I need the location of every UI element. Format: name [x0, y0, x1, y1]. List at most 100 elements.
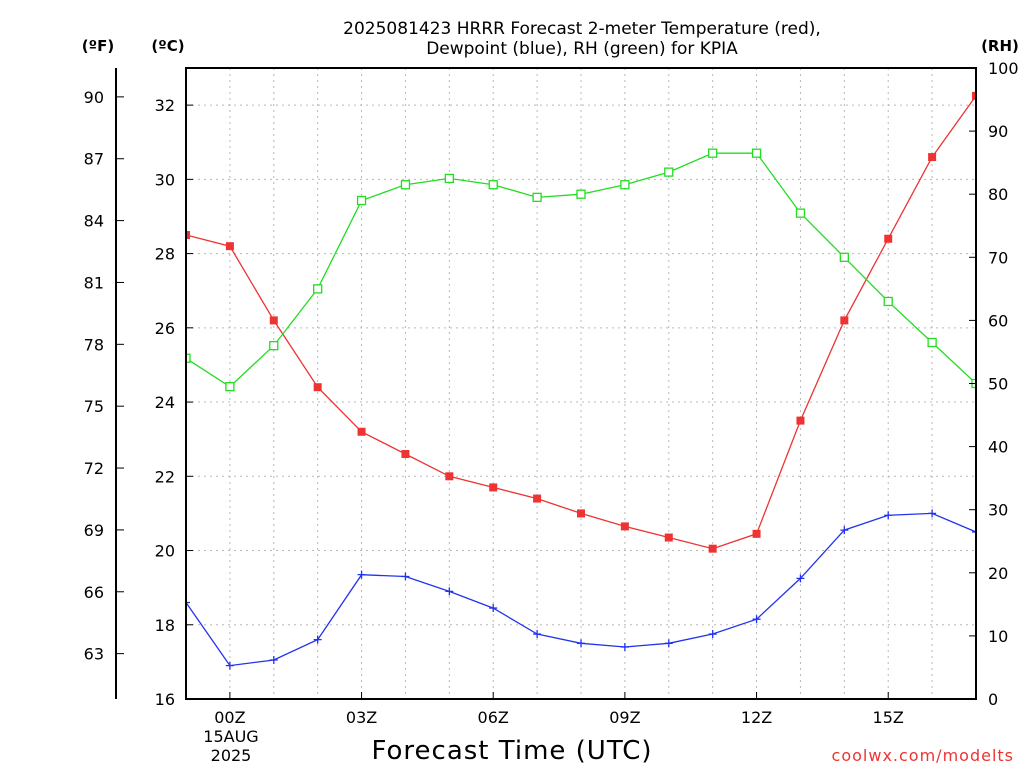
- fahrenheit-tick-label: 87: [84, 150, 104, 169]
- data-point: [401, 572, 410, 581]
- data-point: [225, 242, 234, 251]
- x-tick-label: 15Z: [873, 708, 904, 727]
- data-point: [752, 615, 761, 624]
- date-label-year: 2025: [211, 746, 252, 765]
- data-point: [752, 529, 761, 538]
- data-point: [840, 526, 849, 535]
- rh-unit-label: (RH): [981, 37, 1019, 55]
- x-axis-label: Forecast Time (UTC): [371, 736, 652, 766]
- data-point: [313, 383, 322, 392]
- data-point: [357, 570, 366, 579]
- data-point: [796, 574, 805, 583]
- data-point: [884, 511, 893, 520]
- fahrenheit-tick-label: 66: [84, 583, 104, 602]
- series-group: [186, 91, 976, 553]
- x-tick-label: 00Z: [214, 708, 245, 727]
- data-point: [620, 643, 629, 652]
- data-point: [445, 587, 454, 596]
- data-point: [927, 337, 937, 348]
- data-point: [269, 656, 278, 665]
- fahrenheit-unit-label: (ºF): [82, 37, 114, 55]
- chart-title-line-1: 2025081423 HRRR Forecast 2-meter Tempera…: [343, 19, 821, 39]
- data-point: [795, 208, 806, 218]
- celsius-tick-label: 20: [155, 542, 175, 561]
- data-point: [664, 639, 673, 648]
- data-point: [708, 544, 717, 553]
- data-point: [401, 450, 410, 459]
- rh-tick-label: 80: [988, 185, 1008, 204]
- celsius-tick-label: 26: [155, 319, 175, 338]
- data-point: [269, 316, 278, 325]
- data-point: [577, 639, 585, 648]
- celsius-unit-label: (ºC): [151, 37, 184, 55]
- celsius-tick-label: 24: [155, 393, 175, 412]
- data-point: [708, 630, 717, 639]
- data-point: [186, 598, 190, 607]
- rh-tick-label: 20: [988, 564, 1008, 583]
- rh-tick-label: 100: [988, 59, 1019, 78]
- data-point: [225, 382, 235, 392]
- data-point: [357, 427, 366, 436]
- data-point: [620, 180, 630, 190]
- data-point: [576, 189, 586, 199]
- fahrenheit-tick-label: 69: [84, 521, 104, 540]
- data-point: [186, 353, 191, 363]
- data-point: [928, 153, 937, 162]
- series-layer: [186, 91, 976, 670]
- data-point: [664, 167, 674, 177]
- rh-tick-label: 10: [988, 627, 1008, 646]
- data-point: [356, 195, 367, 206]
- celsius-tick-label: 32: [155, 96, 175, 115]
- x-tick-label: 03Z: [346, 708, 377, 727]
- series-line: [186, 95, 976, 550]
- chart-title-line-2: Dewpoint (blue), RH (green) for KPIA: [426, 39, 738, 59]
- data-point: [972, 527, 976, 536]
- data-point: [444, 173, 454, 184]
- grid-lines: [186, 68, 976, 699]
- data-point: [751, 148, 762, 158]
- fahrenheit-tick-label: 75: [84, 397, 104, 416]
- celsius-tick-label: 30: [155, 170, 175, 189]
- data-point: [533, 630, 542, 639]
- data-point: [489, 483, 498, 492]
- data-point: [445, 472, 454, 481]
- data-point: [313, 635, 322, 644]
- rh-tick-label: 70: [988, 248, 1008, 267]
- data-point: [269, 340, 279, 351]
- fahrenheit-tick-label: 72: [84, 459, 104, 478]
- celsius-tick-label: 22: [155, 467, 175, 486]
- data-point: [489, 604, 498, 613]
- rh-tick-label: 60: [988, 311, 1008, 330]
- x-tick-label: 12Z: [741, 708, 772, 727]
- data-point: [884, 234, 893, 243]
- celsius-tick-label: 16: [155, 690, 175, 709]
- data-point: [928, 509, 937, 518]
- fahrenheit-tick-label: 78: [84, 335, 104, 354]
- data-point: [839, 252, 849, 262]
- data-point: [620, 522, 629, 531]
- date-label-day: 15AUG: [203, 727, 258, 746]
- series-group: [186, 148, 976, 392]
- rh-tick-label: 50: [988, 375, 1008, 394]
- axis-layer: 00Z 03Z 06Z 09Z 12Z 15Z 16 18 20 22 24 26 28 30 32 63 66…: [84, 59, 1019, 727]
- data-point: [225, 661, 234, 670]
- fahrenheit-tick-label: 81: [84, 273, 104, 292]
- rh-tick-label: 30: [988, 501, 1008, 520]
- data-point: [400, 180, 411, 190]
- fahrenheit-tick-label: 90: [84, 88, 104, 107]
- rh-tick-label: 0: [988, 690, 998, 709]
- x-tick-label: 06Z: [478, 708, 509, 727]
- data-point: [313, 284, 323, 294]
- credit-text: coolwx.com/modelts: [832, 746, 1014, 765]
- rh-tick-label: 90: [988, 122, 1008, 141]
- data-point: [883, 296, 893, 307]
- celsius-tick-label: 18: [155, 616, 175, 635]
- x-tick-label: 09Z: [609, 708, 640, 727]
- celsius-tick-label: 28: [155, 245, 175, 264]
- data-point: [708, 148, 718, 158]
- data-point: [840, 316, 849, 325]
- data-point: [186, 231, 190, 240]
- data-point: [533, 494, 542, 503]
- plot-frame: [185, 67, 977, 700]
